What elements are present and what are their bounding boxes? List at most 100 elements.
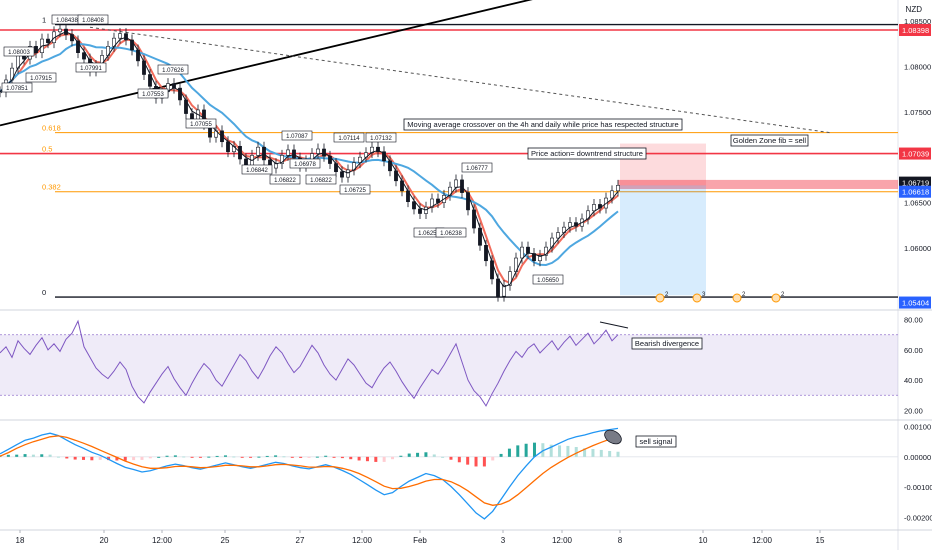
price-y-tick: 1.08000	[904, 62, 931, 71]
macd-histogram-bar	[132, 456, 136, 461]
rsi-y-tick: 80.00	[904, 316, 923, 325]
macd-histogram-bar	[449, 456, 453, 460]
candle	[340, 171, 344, 178]
macd-histogram-bar	[82, 456, 86, 460]
macd-histogram-bar	[307, 456, 311, 458]
candle	[538, 255, 542, 262]
pivot-label: 1.07055	[185, 118, 217, 129]
annotation-text: Golden Zone fib = sell	[733, 136, 807, 145]
macd-histogram-bar	[457, 456, 461, 463]
macd-y-tick: 0.00100	[904, 423, 931, 432]
macd-histogram-bar	[391, 456, 395, 460]
macd-histogram-bar	[40, 454, 44, 457]
macd-histogram-bar	[173, 455, 177, 457]
macd-histogram-bar	[290, 456, 294, 458]
macd-histogram-bar	[190, 456, 194, 458]
pivot-label-box	[185, 118, 217, 129]
pivot-label: 1.06725	[339, 184, 371, 195]
pivot-label-text: 1.05650	[537, 278, 559, 284]
price-badge	[899, 185, 931, 198]
event-count: 2	[781, 292, 785, 298]
price-badge	[899, 296, 931, 309]
macd-histogram-bar	[507, 448, 511, 457]
macd-histogram-bar	[265, 455, 269, 457]
candle	[520, 246, 524, 259]
pivot-label-text: 1.07626	[162, 68, 184, 74]
pivot-label-text: 1.07114	[338, 136, 360, 142]
pivot-label-box	[157, 64, 189, 75]
trendline-up	[0, 0, 533, 127]
candle	[568, 222, 572, 228]
pivot-label: 1.07991	[75, 62, 107, 73]
candle	[496, 278, 500, 297]
resistance-zone	[618, 179, 898, 189]
macd-histogram-bar	[466, 456, 470, 465]
macd-histogram-bar	[491, 456, 495, 461]
pivot-label-text: 1.06238	[440, 231, 462, 237]
macd-histogram-bar	[207, 456, 211, 458]
price-badge	[899, 147, 931, 160]
candle	[130, 39, 134, 51]
price-badge-text: 1.07039	[902, 150, 929, 159]
pivot-label-box	[339, 184, 371, 195]
pivot-label-box	[289, 158, 321, 169]
pivot-label-box	[435, 227, 467, 238]
pivot-label-text: 1.08408	[82, 18, 104, 24]
pivot-label-box	[461, 162, 493, 173]
rsi-annotation-text: Bearish divergence	[635, 339, 699, 348]
x-tick-label: 15	[816, 536, 825, 545]
macd-histogram-bar	[399, 455, 403, 457]
macd-histogram-bar	[299, 456, 303, 458]
candle	[226, 141, 230, 153]
macd-histogram-bar	[249, 456, 253, 458]
candle	[58, 28, 62, 33]
macd-histogram-bar	[558, 445, 562, 457]
candle	[454, 179, 458, 188]
macd-histogram-bar	[115, 456, 119, 461]
rsi-annotation-box	[631, 337, 703, 350]
x-tick-label: 25	[221, 536, 230, 545]
event-count: 3	[702, 292, 706, 298]
macd-histogram-bar	[123, 456, 127, 461]
macd-histogram-bar	[182, 456, 186, 458]
x-tick-label: 20	[100, 536, 109, 545]
candle	[0, 91, 2, 94]
pivot-label-text: 1.08003	[8, 50, 30, 56]
macd-histogram-bar	[424, 452, 428, 457]
macd-signal-line	[0, 435, 619, 506]
macd-histogram-bar	[315, 456, 319, 458]
macd-histogram-bar	[165, 455, 169, 457]
macd-histogram-bar	[591, 449, 595, 457]
macd-histogram-bar	[541, 443, 545, 457]
annotation-box	[527, 147, 647, 160]
macd-histogram-bar	[48, 454, 52, 457]
macd-histogram-bar	[574, 447, 578, 457]
pivot-label-text: 1.07553	[142, 92, 164, 98]
macd-histogram-bar	[107, 456, 111, 461]
pivot-label-box	[25, 72, 57, 83]
macd-histogram-bar	[56, 456, 60, 458]
candle	[118, 33, 122, 39]
pivot-label: 1.06822	[305, 174, 337, 185]
rsi-y-tick: 20.00	[904, 406, 923, 415]
candle	[616, 185, 620, 192]
pivot-label: 1.08408	[77, 14, 109, 25]
fib-label: 0.618	[42, 124, 61, 133]
candle	[430, 198, 434, 208]
price-badge-text: 1.05404	[902, 299, 929, 308]
macd-histogram-bar	[6, 454, 10, 457]
macd-histogram-bar	[349, 456, 353, 460]
candle	[544, 246, 548, 256]
pivot-label-box	[1, 82, 33, 93]
event-marker-icon	[771, 293, 781, 303]
pivot-label: 1.07626	[157, 64, 189, 75]
price-y-tick: 1.06000	[904, 244, 931, 253]
macd-histogram-bar	[223, 455, 227, 457]
pivot-label-box	[241, 164, 273, 175]
moving-average-line	[0, 42, 619, 267]
macd-histogram-bar	[549, 444, 553, 457]
macd-histogram-bar	[15, 454, 19, 457]
pivot-label-box	[532, 274, 564, 285]
macd-histogram-bar	[240, 456, 244, 458]
